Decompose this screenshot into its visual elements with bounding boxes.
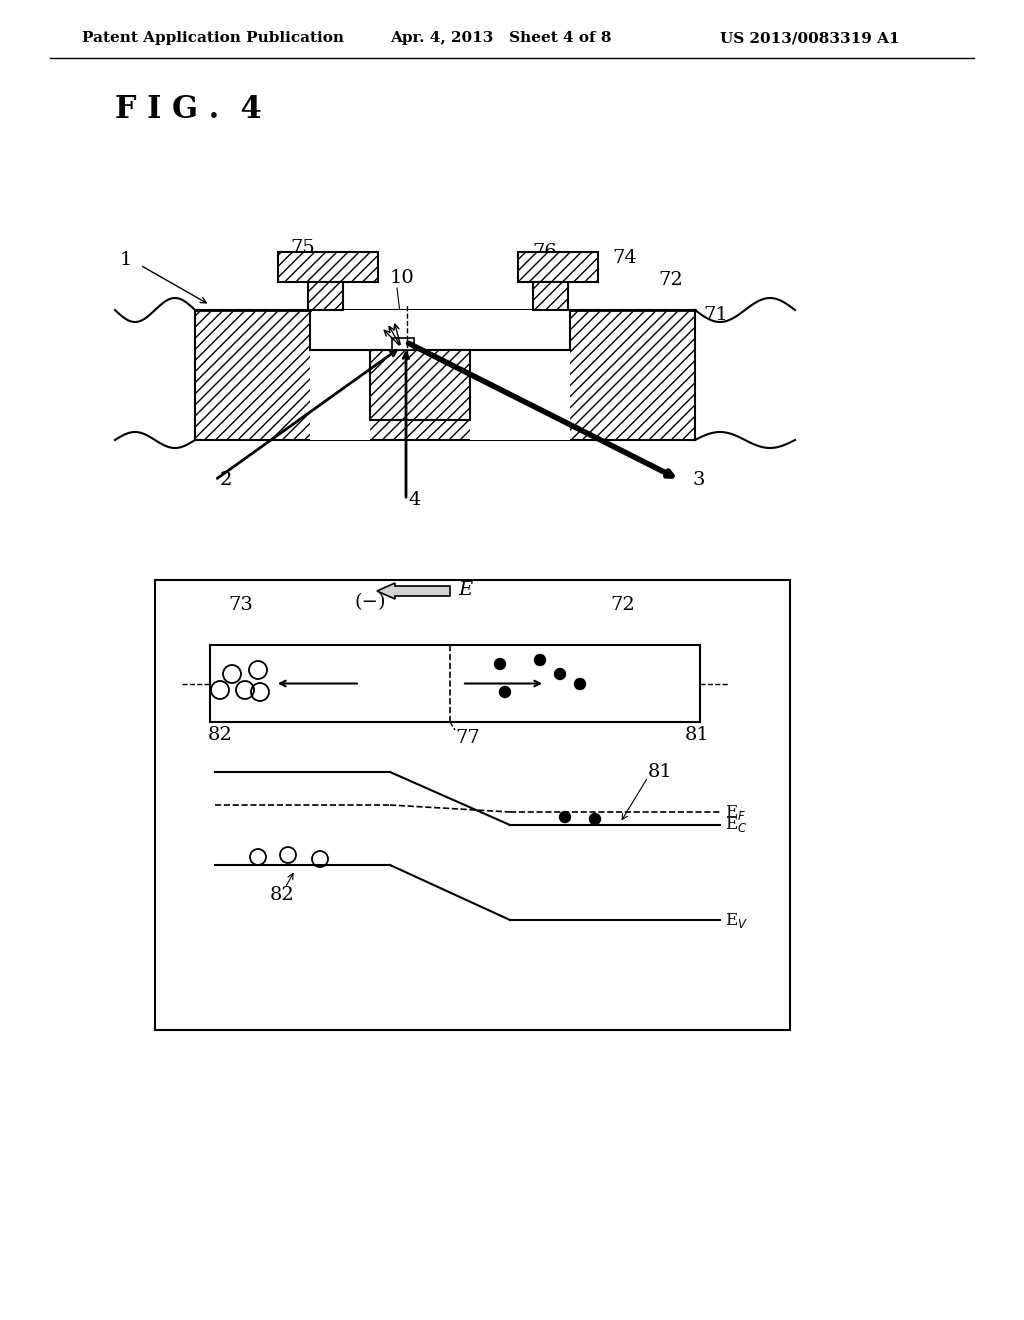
Text: 73: 73 xyxy=(310,306,335,323)
Text: (−): (−) xyxy=(355,593,386,611)
Text: 77: 77 xyxy=(455,729,480,747)
Text: E$_F$: E$_F$ xyxy=(725,803,746,821)
Text: E$_C$: E$_C$ xyxy=(725,816,748,834)
Text: 81: 81 xyxy=(648,763,673,781)
Text: 1: 1 xyxy=(120,251,132,269)
Text: 76: 76 xyxy=(532,243,557,261)
Text: 74: 74 xyxy=(612,249,637,267)
Text: 73: 73 xyxy=(228,597,253,614)
Text: F I G .  4: F I G . 4 xyxy=(115,95,262,125)
Text: 72: 72 xyxy=(610,597,635,614)
Bar xyxy=(470,350,570,440)
Text: 75: 75 xyxy=(290,239,314,257)
Text: 3: 3 xyxy=(693,471,706,488)
Text: 10: 10 xyxy=(390,269,415,286)
Text: 81: 81 xyxy=(685,726,710,744)
Text: Patent Application Publication: Patent Application Publication xyxy=(82,30,344,45)
Circle shape xyxy=(500,686,511,697)
Text: 82: 82 xyxy=(208,726,232,744)
Bar xyxy=(278,252,378,282)
Text: E: E xyxy=(413,313,427,331)
Text: Apr. 4, 2013   Sheet 4 of 8: Apr. 4, 2013 Sheet 4 of 8 xyxy=(390,30,611,45)
Text: 2: 2 xyxy=(220,471,232,488)
Text: 72: 72 xyxy=(658,271,683,289)
Text: 4: 4 xyxy=(408,491,421,510)
Circle shape xyxy=(495,659,506,669)
Text: E: E xyxy=(458,581,472,599)
Circle shape xyxy=(590,813,600,825)
Bar xyxy=(310,310,570,350)
Bar xyxy=(370,350,470,420)
Bar xyxy=(210,645,700,722)
Bar xyxy=(534,282,568,310)
Text: 77: 77 xyxy=(430,309,455,327)
Bar xyxy=(155,579,790,1030)
Text: 82: 82 xyxy=(270,886,295,904)
Bar xyxy=(392,338,414,350)
Bar xyxy=(518,252,598,282)
Circle shape xyxy=(555,668,565,680)
Text: US 2013/0083319 A1: US 2013/0083319 A1 xyxy=(720,30,900,45)
Text: E$_V$: E$_V$ xyxy=(725,911,748,929)
Bar xyxy=(195,310,695,440)
Bar xyxy=(308,282,343,310)
Circle shape xyxy=(574,678,586,689)
Bar xyxy=(310,350,370,440)
Text: 71: 71 xyxy=(703,306,728,323)
FancyArrow shape xyxy=(377,583,450,599)
Circle shape xyxy=(535,655,546,665)
Circle shape xyxy=(559,812,570,822)
